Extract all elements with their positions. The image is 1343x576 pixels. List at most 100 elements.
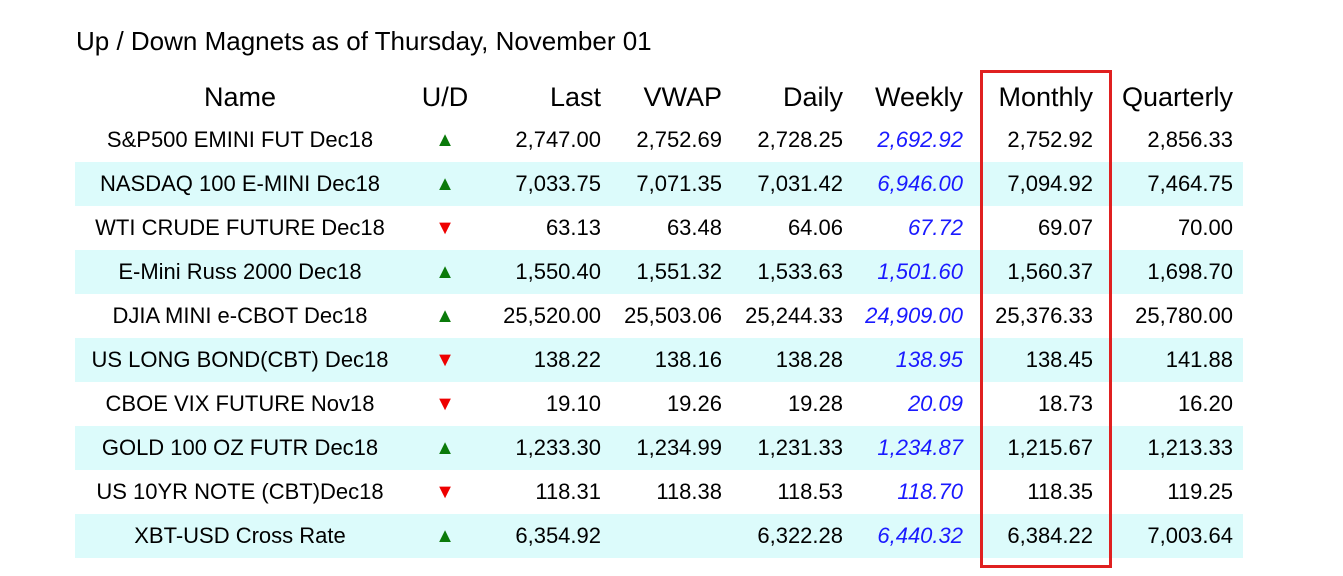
cell-monthly: 1,215.67 bbox=[973, 426, 1103, 470]
cell-quarterly: 1,698.70 bbox=[1103, 250, 1243, 294]
cell-vwap: 118.38 bbox=[656, 479, 722, 504]
cell-weekly: 1,234.87 bbox=[853, 426, 973, 470]
cell-vwap bbox=[611, 514, 732, 558]
table-row: DJIA MINI e-CBOT Dec18 ▲ 25,520.00 25,503.0… bbox=[75, 294, 1243, 338]
cell-weekly: 1,501.60 bbox=[853, 250, 973, 294]
cell-name: GOLD 100 OZ FUTR Dec18 bbox=[75, 426, 405, 470]
column-header-quarterly: Quarterly bbox=[1121, 81, 1233, 112]
up-arrow-icon: ▲ bbox=[405, 162, 485, 206]
cell-weekly: 138.95 bbox=[853, 338, 973, 382]
table-row: WTI CRUDE FUTURE Dec18 ▼ 63.13 63.48 64.06 67… bbox=[75, 206, 1243, 250]
table-row: S&P500 EMINI FUT Dec18 ▲ 2,747.00 2,752.69 2… bbox=[75, 118, 1243, 162]
cell-last: 25,520.00 bbox=[503, 303, 601, 328]
column-header-monthly: Monthly bbox=[998, 81, 1093, 112]
cell-last: 2,747.00 bbox=[515, 127, 601, 152]
cell-last: 118.31 bbox=[535, 479, 601, 504]
cell-last: 1,233.30 bbox=[485, 426, 611, 470]
cell-vwap: 138.16 bbox=[611, 338, 732, 382]
cell-monthly: 1,560.37 bbox=[973, 250, 1103, 294]
cell-quarterly: 1,213.33 bbox=[1103, 426, 1243, 470]
down-arrow-icon: ▼ bbox=[435, 392, 455, 415]
down-arrow-icon: ▼ bbox=[435, 480, 455, 503]
cell-daily: 2,728.25 bbox=[757, 127, 843, 152]
cell-vwap: 1,551.32 bbox=[611, 250, 732, 294]
cell-daily: 118.53 bbox=[777, 479, 843, 504]
up-arrow-icon: ▲ bbox=[435, 128, 455, 151]
up-arrow-icon: ▲ bbox=[405, 514, 485, 558]
cell-quarterly: 119.25 bbox=[1167, 479, 1233, 504]
table-row: XBT-USD Cross Rate ▲ 6,354.92 6,322.28 6,440… bbox=[75, 514, 1243, 558]
up-arrow-icon: ▲ bbox=[405, 426, 485, 470]
cell-vwap: 19.26 bbox=[666, 391, 722, 416]
cell-quarterly: 141.88 bbox=[1103, 338, 1243, 382]
cell-last: 1,550.40 bbox=[485, 250, 611, 294]
table-row: GOLD 100 OZ FUTR Dec18 ▲ 1,233.30 1,234.99 1… bbox=[75, 426, 1243, 470]
column-header-last: Last bbox=[549, 81, 601, 112]
cell-quarterly: 7,003.64 bbox=[1103, 514, 1243, 558]
table-row: E-Mini Russ 2000 Dec18 ▲ 1,550.40 1,551.32 1… bbox=[75, 250, 1243, 294]
cell-name: E-Mini Russ 2000 Dec18 bbox=[75, 250, 405, 294]
table-row: CBOE VIX FUTURE Nov18 ▼ 19.10 19.26 19.28 20.… bbox=[75, 382, 1243, 426]
cell-weekly: 24,909.00 bbox=[865, 303, 963, 328]
cell-name: NASDAQ 100 E-MINI Dec18 bbox=[75, 162, 405, 206]
cell-quarterly: 2,856.33 bbox=[1147, 127, 1233, 152]
table-row: US LONG BOND(CBT) Dec18 ▼ 138.22 138.16 138.… bbox=[75, 338, 1243, 382]
cell-last: 138.22 bbox=[485, 338, 611, 382]
cell-daily: 1,231.33 bbox=[732, 426, 853, 470]
cell-weekly: 118.70 bbox=[897, 479, 963, 504]
cell-monthly: 138.45 bbox=[973, 338, 1103, 382]
cell-name: DJIA MINI e-CBOT Dec18 bbox=[112, 303, 368, 328]
magnets-table: Name U/D Last VWAP Daily Weekly Monthly … bbox=[75, 76, 1243, 558]
cell-name: S&P500 EMINI FUT Dec18 bbox=[106, 127, 374, 152]
cell-vwap: 7,071.35 bbox=[611, 162, 732, 206]
down-arrow-icon: ▼ bbox=[435, 216, 455, 239]
cell-daily: 1,533.63 bbox=[732, 250, 853, 294]
column-header-ud: U/D bbox=[421, 81, 469, 112]
cell-quarterly: 16.20 bbox=[1177, 391, 1233, 416]
column-header-weekly: Weekly bbox=[874, 81, 963, 112]
cell-last: 63.13 bbox=[545, 215, 601, 240]
cell-daily: 19.28 bbox=[787, 391, 843, 416]
cell-vwap: 2,752.69 bbox=[636, 127, 722, 152]
cell-last: 7,033.75 bbox=[485, 162, 611, 206]
cell-weekly: 6,946.00 bbox=[853, 162, 973, 206]
cell-name: CBOE VIX FUTURE Nov18 bbox=[105, 391, 375, 416]
cell-name: US 10YR NOTE (CBT)Dec18 bbox=[96, 479, 384, 504]
cell-name: WTI CRUDE FUTURE Dec18 bbox=[95, 215, 385, 240]
cell-monthly: 25,376.33 bbox=[995, 303, 1093, 328]
table-row: NASDAQ 100 E-MINI Dec18 ▲ 7,033.75 7,071.35… bbox=[75, 162, 1243, 206]
table-row: US 10YR NOTE (CBT)Dec18 ▼ 118.31 118.38 118.… bbox=[75, 470, 1243, 514]
column-header-name: Name bbox=[203, 81, 277, 112]
cell-name: US LONG BOND(CBT) Dec18 bbox=[75, 338, 405, 382]
cell-last: 6,354.92 bbox=[485, 514, 611, 558]
cell-monthly: 7,094.92 bbox=[973, 162, 1103, 206]
cell-vwap: 1,234.99 bbox=[611, 426, 732, 470]
cell-monthly: 18.73 bbox=[1037, 391, 1093, 416]
header-row: Name U/D Last VWAP Daily Weekly Monthly … bbox=[75, 76, 1243, 118]
cell-weekly: 20.09 bbox=[907, 391, 963, 416]
cell-last: 19.10 bbox=[545, 391, 601, 416]
cell-daily: 6,322.28 bbox=[732, 514, 853, 558]
cell-monthly: 118.35 bbox=[1027, 479, 1093, 504]
cell-daily: 25,244.33 bbox=[745, 303, 843, 328]
cell-name: XBT-USD Cross Rate bbox=[75, 514, 405, 558]
cell-weekly: 2,692.92 bbox=[877, 127, 963, 152]
cell-quarterly: 70.00 bbox=[1177, 215, 1233, 240]
page-title: Up / Down Magnets as of Thursday, Novemb… bbox=[76, 26, 652, 56]
up-arrow-icon: ▲ bbox=[405, 250, 485, 294]
cell-weekly: 67.72 bbox=[907, 215, 963, 240]
cell-weekly: 6,440.32 bbox=[853, 514, 973, 558]
cell-daily: 138.28 bbox=[732, 338, 853, 382]
cell-daily: 7,031.42 bbox=[732, 162, 853, 206]
cell-monthly: 2,752.92 bbox=[1007, 127, 1093, 152]
up-arrow-icon: ▲ bbox=[435, 304, 455, 327]
cell-daily: 64.06 bbox=[787, 215, 843, 240]
column-header-vwap: VWAP bbox=[643, 81, 722, 112]
cell-quarterly: 25,780.00 bbox=[1135, 303, 1233, 328]
cell-vwap: 63.48 bbox=[666, 215, 722, 240]
cell-quarterly: 7,464.75 bbox=[1103, 162, 1243, 206]
cell-monthly: 6,384.22 bbox=[973, 514, 1103, 558]
cell-monthly: 69.07 bbox=[1037, 215, 1093, 240]
cell-vwap: 25,503.06 bbox=[624, 303, 722, 328]
down-arrow-icon: ▼ bbox=[405, 338, 485, 382]
